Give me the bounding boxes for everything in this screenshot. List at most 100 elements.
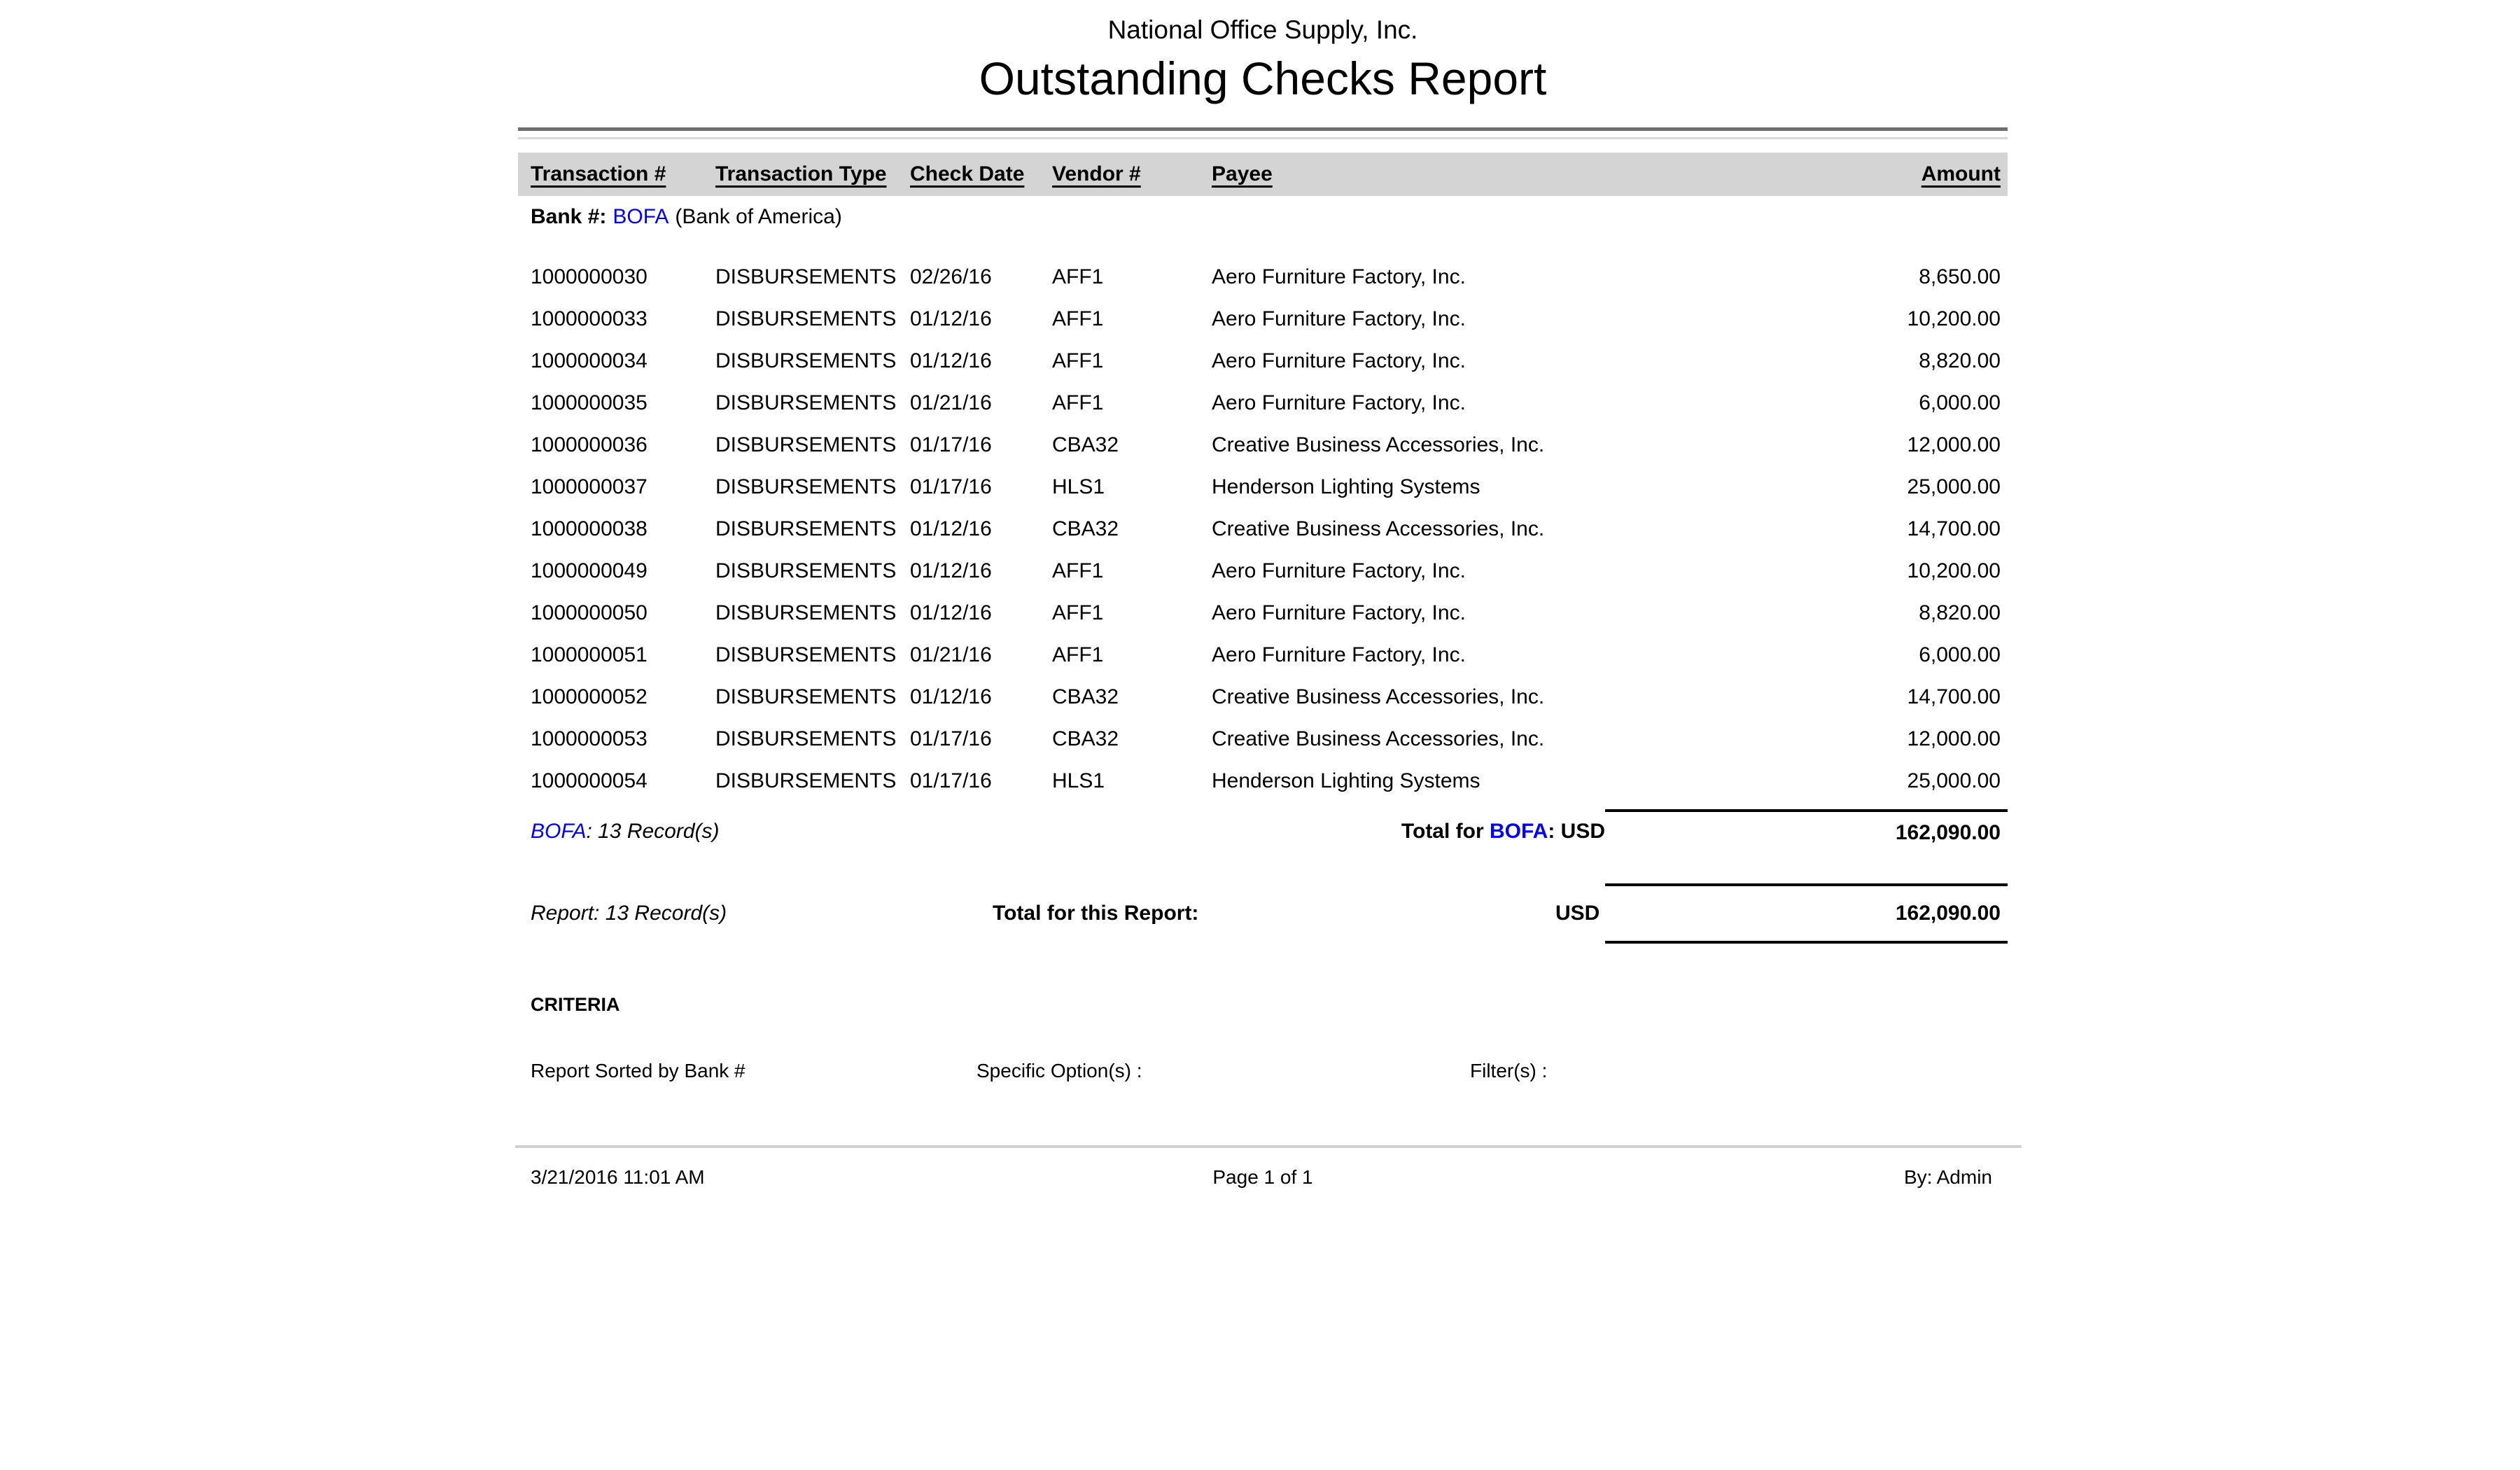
- table-row: 1000000050 DISBURSEMENTS 01/12/16 AFF1 A…: [518, 592, 2008, 634]
- cell-transaction-type: DISBURSEMENTS: [715, 475, 897, 498]
- cell-transaction-number: 1000000053: [531, 727, 648, 750]
- bank-number-label: Bank #:: [531, 205, 607, 228]
- cell-vendor-number: HLS1: [1052, 475, 1105, 498]
- cell-transaction-type: DISBURSEMENTS: [715, 433, 897, 456]
- table-row: 1000000035 DISBURSEMENTS 01/21/16 AFF1 A…: [518, 382, 2008, 424]
- bank-total-amount: 162,090.00: [1605, 809, 2008, 854]
- cell-check-date: 02/26/16: [910, 265, 992, 288]
- bank-total-label-post: : USD: [1548, 820, 1605, 843]
- criteria-specific-options: Specific Option(s) :: [976, 1060, 1142, 1082]
- cell-payee: Henderson Lighting Systems: [1212, 475, 1480, 498]
- table-row: 1000000054 DISBURSEMENTS 01/17/16 HLS1 H…: [518, 760, 2008, 802]
- table-row: 1000000034 DISBURSEMENTS 01/12/16 AFF1 A…: [518, 340, 2008, 382]
- table-row: 1000000036 DISBURSEMENTS 01/17/16 CBA32 …: [518, 424, 2008, 466]
- report-total-amount: 162,090.00: [1605, 883, 2008, 944]
- report-footer: 3/21/2016 11:01 AM Page 1 of 1 By: Admin: [518, 1166, 2008, 1190]
- cell-vendor-number: CBA32: [1052, 433, 1119, 456]
- cell-amount: 12,000.00: [1907, 727, 2001, 750]
- cell-transaction-type: DISBURSEMENTS: [715, 727, 897, 750]
- outstanding-checks-report: National Office Supply, Inc. Outstanding…: [515, 0, 2022, 1190]
- report-total-currency: USD: [1555, 902, 1600, 925]
- table-row: 1000000052 DISBURSEMENTS 01/12/16 CBA32 …: [518, 676, 2008, 718]
- footer-author: By: Admin: [1903, 1166, 1992, 1188]
- cell-payee: Aero Furniture Factory, Inc.: [1212, 559, 1466, 582]
- bank-record-count-text: : 13 Record(s): [586, 820, 720, 843]
- cell-payee: Aero Furniture Factory, Inc.: [1212, 391, 1466, 414]
- cell-amount: 8,820.00: [1919, 601, 2001, 624]
- table-row: 1000000037 DISBURSEMENTS 01/17/16 HLS1 H…: [518, 466, 2008, 508]
- cell-transaction-type: DISBURSEMENTS: [715, 769, 897, 792]
- bank-total-label-pre: Total for: [1401, 820, 1490, 843]
- cell-transaction-number: 1000000037: [531, 475, 648, 498]
- column-header-transaction: Transaction #: [531, 162, 666, 186]
- cell-amount: 8,820.00: [1919, 349, 2001, 372]
- cell-vendor-number: AFF1: [1052, 349, 1104, 372]
- cell-amount: 12,000.00: [1907, 433, 2001, 456]
- cell-payee: Creative Business Accessories, Inc.: [1212, 433, 1545, 456]
- cell-check-date: 01/21/16: [910, 643, 992, 666]
- cell-check-date: 01/12/16: [910, 559, 992, 582]
- cell-transaction-number: 1000000050: [531, 601, 648, 624]
- cell-check-date: 01/12/16: [910, 685, 992, 708]
- cell-transaction-type: DISBURSEMENTS: [715, 685, 897, 708]
- bank-code-link[interactable]: BOFA: [1489, 820, 1548, 843]
- column-header-vendor: Vendor #: [1052, 162, 1141, 186]
- cell-transaction-number: 1000000030: [531, 265, 648, 288]
- cell-transaction-number: 1000000038: [531, 517, 648, 540]
- bank-code-link[interactable]: BOFA: [531, 820, 587, 843]
- cell-transaction-number: 1000000054: [531, 769, 648, 792]
- cell-transaction-number: 1000000034: [531, 349, 648, 372]
- cell-payee: Henderson Lighting Systems: [1212, 769, 1480, 792]
- bank-record-count: BOFA: 13 Record(s): [531, 820, 1401, 844]
- cell-transaction-type: DISBURSEMENTS: [715, 643, 897, 666]
- table-row: 1000000030 DISBURSEMENTS 02/26/16 AFF1 A…: [518, 256, 2008, 298]
- criteria-filters: Filter(s) :: [1470, 1060, 1548, 1082]
- cell-check-date: 01/12/16: [910, 601, 992, 624]
- cell-payee: Aero Furniture Factory, Inc.: [1212, 601, 1466, 624]
- cell-amount: 10,200.00: [1907, 559, 2001, 582]
- table-row: 1000000049 DISBURSEMENTS 01/12/16 AFF1 A…: [518, 550, 2008, 592]
- cell-amount: 25,000.00: [1907, 475, 2001, 498]
- cell-check-date: 01/12/16: [910, 517, 992, 540]
- cell-transaction-number: 1000000052: [531, 685, 648, 708]
- cell-transaction-type: DISBURSEMENTS: [715, 391, 897, 414]
- report-total-row: Report: 13 Record(s) Total for this Repo…: [518, 883, 2008, 944]
- top-rule-light: [518, 137, 2008, 139]
- table-row: 1000000038 DISBURSEMENTS 01/12/16 CBA32 …: [518, 508, 2008, 550]
- cell-payee: Creative Business Accessories, Inc.: [1212, 685, 1545, 708]
- table-header-row: Transaction # Transaction Type Check Dat…: [518, 153, 2008, 196]
- footer-generated-datetime: 3/21/2016 11:01 AM: [531, 1166, 705, 1188]
- cell-vendor-number: AFF1: [1052, 307, 1104, 330]
- cell-check-date: 01/12/16: [910, 307, 992, 330]
- cell-transaction-number: 1000000049: [531, 559, 648, 582]
- footer-page-number: Page 1 of 1: [1212, 1166, 1313, 1188]
- cell-transaction-type: DISBURSEMENTS: [715, 349, 897, 372]
- cell-amount: 6,000.00: [1919, 391, 2001, 414]
- cell-transaction-type: DISBURSEMENTS: [715, 517, 897, 540]
- footer-rule: [515, 1145, 2022, 1148]
- cell-transaction-type: DISBURSEMENTS: [715, 307, 897, 330]
- cell-check-date: 01/21/16: [910, 391, 992, 414]
- cell-check-date: 01/17/16: [910, 433, 992, 456]
- cell-amount: 8,650.00: [1919, 265, 2001, 288]
- column-header-type: Transaction Type: [715, 162, 887, 186]
- cell-payee: Creative Business Accessories, Inc.: [1212, 517, 1545, 540]
- report-total-label: Total for this Report:: [993, 902, 1199, 925]
- cell-vendor-number: CBA32: [1052, 727, 1119, 750]
- cell-check-date: 01/17/16: [910, 475, 992, 498]
- cell-check-date: 01/12/16: [910, 349, 992, 372]
- cell-payee: Aero Furniture Factory, Inc.: [1212, 265, 1466, 288]
- bank-name: (Bank of America): [675, 205, 842, 228]
- cell-check-date: 01/17/16: [910, 727, 992, 750]
- cell-payee: Aero Furniture Factory, Inc.: [1212, 349, 1466, 372]
- cell-vendor-number: AFF1: [1052, 265, 1104, 288]
- cell-transaction-number: 1000000036: [531, 433, 648, 456]
- cell-transaction-type: DISBURSEMENTS: [715, 601, 897, 624]
- bank-code-link[interactable]: BOFA: [612, 205, 669, 228]
- cell-vendor-number: AFF1: [1052, 643, 1104, 666]
- table-body: 1000000030 DISBURSEMENTS 02/26/16 AFF1 A…: [518, 256, 2008, 802]
- cell-transaction-number: 1000000051: [531, 643, 648, 666]
- cell-amount: 14,700.00: [1907, 685, 2001, 708]
- cell-amount: 25,000.00: [1907, 769, 2001, 792]
- cell-transaction-number: 1000000035: [531, 391, 648, 414]
